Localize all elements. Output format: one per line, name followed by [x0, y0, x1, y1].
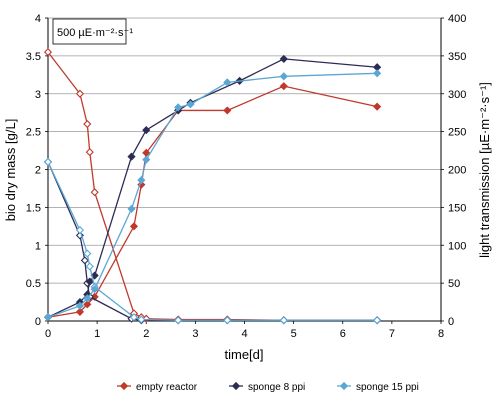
biomass-point [142, 155, 151, 164]
biomass-point [85, 277, 94, 286]
grid [48, 17, 441, 284]
right-y-tick-label: 0 [448, 316, 454, 328]
left-y-tick-label: 2 [35, 165, 41, 177]
right-y-tick-label: 250 [448, 127, 466, 139]
biomass-point [142, 126, 151, 135]
right-y-tick-label: 300 [448, 89, 466, 101]
x-tick-label: 0 [45, 328, 51, 340]
x-axis-title: time[d] [224, 347, 263, 362]
x-tick-label: 4 [241, 328, 247, 340]
legend-label: sponge 15 ppi [356, 382, 419, 393]
annotation-frame [52, 18, 127, 45]
biomass-point [137, 176, 146, 185]
right-y-tick-label: 400 [448, 13, 466, 25]
legend-label: empty reactor [136, 382, 198, 393]
legend-item-empty-reactor: empty reactor [117, 381, 198, 393]
left-y-axis-title: bio dry mass [g/L] [3, 119, 18, 222]
light-transmission-point [83, 249, 92, 258]
biomass-point [75, 301, 85, 310]
legend-label: sponge 8 ppi [248, 382, 305, 393]
light-transmission-point [137, 315, 146, 324]
left-y-tick-label: 0 [35, 316, 41, 328]
x-tick-label: 5 [291, 328, 297, 340]
biomass-point [186, 100, 195, 109]
x-tick-label: 6 [340, 328, 346, 340]
left-y-tick-label: 2.5 [26, 127, 41, 139]
biomass-point [83, 300, 92, 309]
x-tick-label: 7 [389, 328, 395, 340]
biomass-point [43, 313, 53, 322]
light-transmission-point [43, 157, 53, 167]
light-transmission-point [223, 316, 232, 325]
light-transmission-point [279, 316, 288, 325]
biomass-point [279, 72, 288, 81]
light-transmission-point [90, 188, 99, 197]
light-transmission-point [373, 316, 382, 325]
x-tick-label: 3 [192, 328, 198, 340]
legend-marker [119, 381, 129, 391]
right-y-tick-label: 50 [448, 278, 460, 290]
light-transmission-point [43, 48, 53, 57]
biomass-point [373, 69, 382, 78]
biomass-point [75, 307, 85, 316]
light-transmission-point [75, 226, 85, 235]
x-tick-label: 8 [438, 328, 444, 340]
biomass-point [174, 103, 183, 112]
light-transmission-point [85, 147, 94, 157]
light-transmission-point [174, 316, 183, 325]
legend-marker [339, 381, 349, 391]
biomass-point [279, 82, 288, 91]
light-transmission-point [75, 89, 85, 98]
light-transmission-point [80, 256, 89, 265]
legend-marker [231, 381, 241, 391]
light-transmission-point [129, 313, 139, 322]
right-y-axis-title: light transmission [µE·m⁻²·s⁻¹] [477, 82, 492, 258]
light-transmission-point [83, 119, 92, 129]
left-y-tick-label: 1.5 [26, 202, 41, 214]
biomass-point [90, 285, 99, 294]
series-layer [43, 48, 382, 325]
annotation-box: 500 µE·m⁻²·s⁻¹ [52, 18, 133, 45]
left-y-tick-label: 0.5 [26, 278, 41, 290]
right-y-tick-label: 350 [448, 51, 466, 63]
tick-labels: 00.511.522.533.5405010015020025030035040… [26, 13, 467, 340]
light-transmission-point [85, 262, 94, 271]
legend-item-sponge-15-ppi: sponge 15 ppi [337, 381, 419, 393]
x-tick-label: 1 [94, 328, 100, 340]
left-y-tick-label: 4 [35, 13, 41, 25]
biomass-point [129, 222, 139, 231]
biomass-point [127, 204, 136, 213]
legend: empty reactor sponge 8 ppi sponge 15 ppi [117, 381, 419, 393]
right-y-tick-label: 150 [448, 202, 466, 214]
biomass-point [90, 271, 99, 280]
right-y-tick-label: 100 [448, 240, 466, 252]
right-y-tick-label: 200 [448, 165, 466, 177]
annotation-text: 500 µE·m⁻²·s⁻¹ [57, 27, 133, 39]
legend-item-sponge-8-ppi: sponge 8 ppi [229, 381, 305, 393]
biomass-point [373, 102, 382, 111]
x-tick-label: 2 [143, 328, 149, 340]
biomass-point [279, 54, 288, 63]
biomass-point [83, 294, 92, 303]
biomass-point [127, 152, 136, 161]
left-y-tick-label: 1 [35, 240, 41, 252]
biomass-point [223, 78, 232, 87]
left-y-tick-label: 3 [35, 89, 41, 101]
left-y-tick-label: 3.5 [26, 51, 41, 63]
series-sponge-15-ppi [43, 69, 382, 325]
biomass-point [223, 106, 232, 115]
